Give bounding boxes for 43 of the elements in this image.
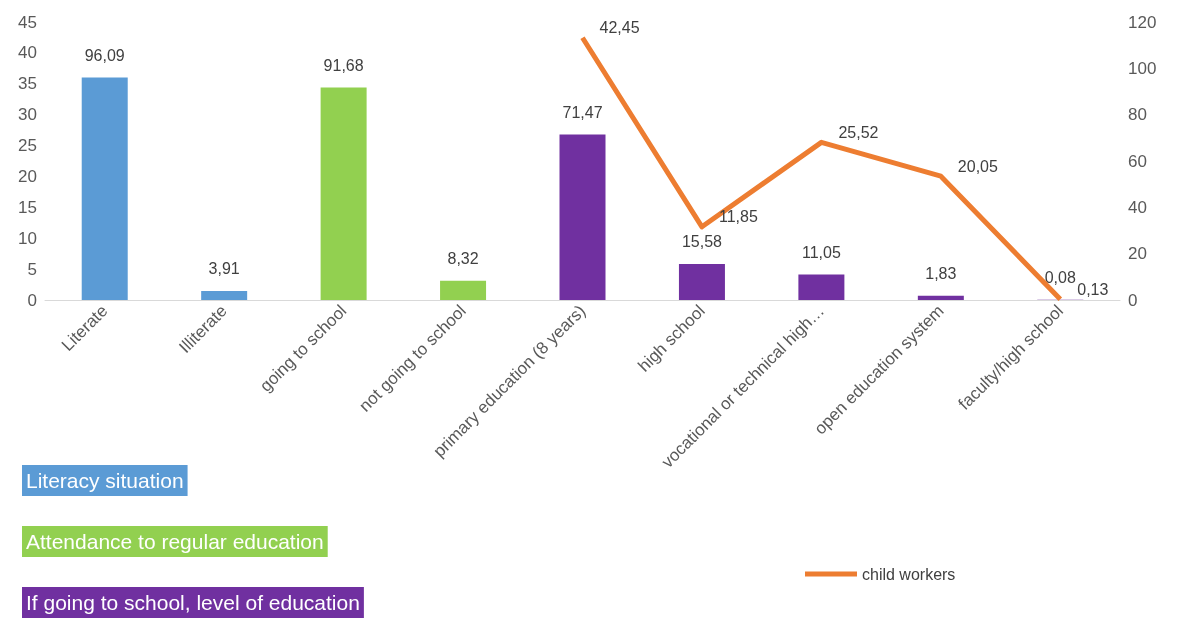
- y-tick-label: 25: [18, 136, 37, 156]
- legend-label: child workers: [862, 565, 956, 583]
- bar: [81, 77, 128, 300]
- y-tick-label: 45: [18, 12, 37, 32]
- bar: [678, 263, 725, 300]
- data-label: 91,68: [323, 57, 364, 75]
- y-tick-label: 10: [18, 228, 37, 248]
- data-label: 0,08: [1044, 269, 1076, 287]
- y2-tick-label: 60: [1128, 151, 1147, 171]
- y2-tick-label: 20: [1128, 244, 1147, 264]
- y-tick-label: 15: [18, 197, 37, 217]
- bar: [440, 280, 487, 300]
- data-label: 42,45: [599, 19, 640, 37]
- data-label: 20,05: [957, 157, 998, 175]
- data-label: 11,85: [718, 208, 758, 226]
- data-label: 96,09: [84, 46, 125, 64]
- y2-tick-label: 100: [1128, 58, 1157, 78]
- y-tick-label: 35: [18, 74, 37, 94]
- y-tick-label: 30: [18, 105, 37, 125]
- y2-tick-label: 120: [1128, 12, 1157, 32]
- text: If going to school, level of education: [26, 591, 360, 614]
- bar: [798, 274, 845, 300]
- y-tick-label: 0: [27, 290, 37, 310]
- bar: [559, 134, 606, 300]
- text: Attendance to regular education: [26, 530, 324, 553]
- data-label: 0,13: [1077, 280, 1109, 298]
- data-label: 11,05: [801, 243, 841, 261]
- bar: [917, 295, 964, 300]
- data-label: 15,58: [681, 233, 723, 251]
- data-label: 1,83: [925, 265, 957, 283]
- y2-tick-label: 40: [1128, 197, 1147, 217]
- data-label: 25,52: [838, 123, 879, 141]
- data-label: 8,32: [447, 250, 479, 268]
- y2-tick-label: 0: [1128, 290, 1138, 310]
- y-tick-label: 40: [18, 43, 37, 63]
- y-tick-label: 5: [27, 259, 37, 279]
- y2-tick-label: 80: [1128, 105, 1147, 125]
- data-label: 3,91: [208, 260, 240, 278]
- y-tick-label: 20: [18, 166, 37, 186]
- data-label: 71,47: [562, 103, 603, 121]
- text: Literacy situation: [26, 469, 184, 492]
- bar: [320, 87, 367, 300]
- bar: [201, 290, 248, 300]
